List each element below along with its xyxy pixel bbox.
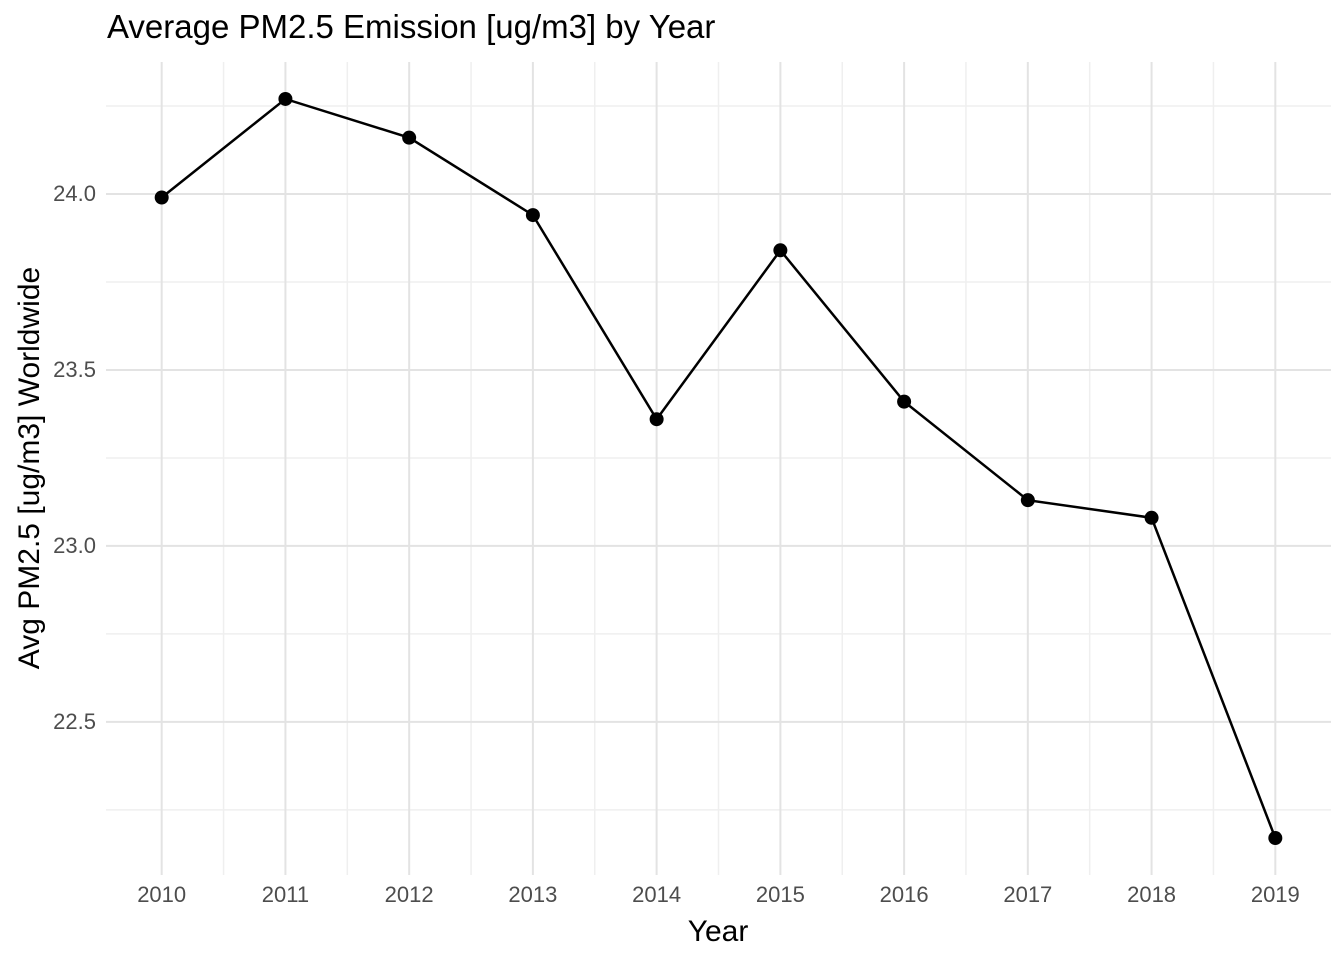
series-line-average-pm25 — [160, 97, 1277, 839]
x-tick-label: 2019 — [1250, 882, 1300, 907]
x-tick-label: 2017 — [1003, 882, 1053, 907]
data-point — [1144, 510, 1159, 525]
data-point — [525, 208, 540, 223]
plot-panel — [106, 62, 1331, 875]
data-point — [154, 190, 169, 205]
y-tick-label: 23.5 — [53, 356, 96, 382]
data-point — [278, 91, 293, 106]
data-point — [1268, 831, 1283, 846]
x-tick-label: 2014 — [632, 882, 682, 907]
chart-title: Average PM2.5 Emission [ug/m3] by Year — [107, 8, 716, 45]
data-point — [1020, 493, 1035, 508]
x-axis-title: Year — [687, 915, 749, 948]
x-tick-label: 2012 — [384, 882, 434, 907]
x-tick-label: 2018 — [1127, 882, 1177, 907]
y-axis-title: Avg PM2.5 [ug/m3] Worldwide — [13, 266, 46, 670]
x-tick-label: 2016 — [879, 882, 929, 907]
x-tick-label: 2015 — [755, 882, 805, 907]
x-tick-label: 2011 — [261, 882, 310, 907]
x-tick-label: 2010 — [137, 882, 187, 907]
data-point — [402, 130, 417, 145]
data-point — [897, 394, 912, 409]
data-point — [773, 243, 788, 258]
y-tick-label: 22.5 — [53, 708, 96, 734]
y-tick-label: 23.0 — [53, 532, 96, 558]
x-tick-label: 2013 — [508, 882, 558, 907]
y-tick-label: 24.0 — [53, 180, 96, 206]
data-point — [649, 412, 664, 427]
